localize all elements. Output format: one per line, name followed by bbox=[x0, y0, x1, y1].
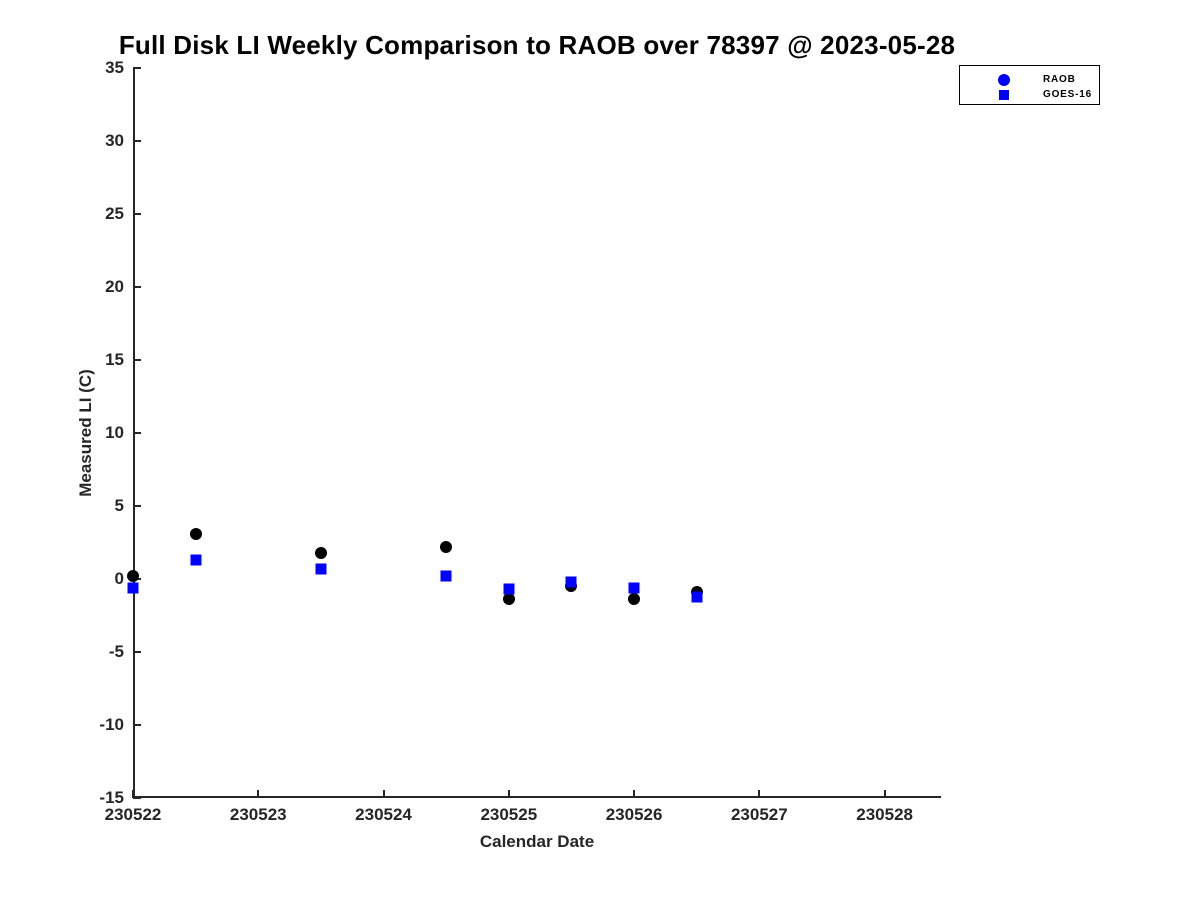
y-tick-label: -15 bbox=[99, 788, 124, 807]
y-tick-label: 10 bbox=[105, 423, 124, 442]
x-tick-label: 230525 bbox=[480, 805, 538, 824]
x-tick bbox=[883, 790, 886, 798]
y-tick-label: 5 bbox=[114, 496, 124, 515]
y-tick bbox=[133, 432, 141, 434]
y-tick-label: 35 bbox=[105, 58, 124, 77]
x-tick bbox=[507, 790, 510, 798]
raob-data-point bbox=[502, 593, 515, 606]
y-tick-label: 0 bbox=[114, 569, 124, 588]
x-tick bbox=[758, 790, 761, 798]
raob-data-point bbox=[628, 593, 641, 606]
y-tick bbox=[133, 140, 141, 142]
raob-circle-marker-icon bbox=[998, 73, 1010, 86]
y-tick-label: 20 bbox=[105, 277, 124, 296]
goes16-data-point bbox=[127, 582, 139, 594]
y-tick-label: 15 bbox=[105, 350, 124, 369]
x-tick-label: 230523 bbox=[229, 805, 287, 824]
y-tick-label: 30 bbox=[105, 131, 124, 150]
x-tick-label: 230528 bbox=[856, 805, 913, 824]
x-tick bbox=[257, 790, 260, 798]
y-tick-label: 25 bbox=[105, 204, 124, 223]
y-tick bbox=[133, 213, 141, 215]
legend-item-raob: RAOB bbox=[960, 72, 1099, 87]
goes16-data-point bbox=[190, 554, 202, 566]
x-tick-label: 230526 bbox=[605, 805, 663, 824]
goes16-data-point bbox=[440, 570, 452, 582]
y-tick bbox=[133, 505, 141, 507]
raob-data-point bbox=[189, 527, 202, 540]
y-tick bbox=[133, 359, 141, 361]
y-tick bbox=[133, 651, 141, 653]
x-axis-label: Calendar Date bbox=[479, 832, 595, 851]
y-tick bbox=[133, 724, 141, 726]
goes16-data-point bbox=[565, 576, 577, 588]
y-tick bbox=[133, 67, 141, 69]
y-tick-label: -10 bbox=[99, 715, 124, 734]
x-tick bbox=[132, 790, 134, 798]
x-tick bbox=[633, 790, 636, 798]
plot-area bbox=[133, 68, 941, 798]
x-tick-label: 230524 bbox=[355, 805, 412, 824]
legend-item-goes16: GOES-16 bbox=[960, 87, 1099, 102]
goes16-data-point bbox=[628, 582, 640, 594]
y-tick-label: -5 bbox=[108, 642, 124, 661]
y-tick bbox=[133, 286, 141, 288]
goes16-square-marker-icon bbox=[999, 89, 1009, 100]
x-tick-label: 230527 bbox=[730, 805, 788, 824]
raob-data-point bbox=[314, 546, 327, 559]
legend-label-goes16: GOES-16 bbox=[1043, 89, 1092, 100]
y-axis-label: Measured LI (C) bbox=[76, 369, 95, 497]
x-tick-label: 230522 bbox=[104, 805, 162, 824]
chart-title: Full Disk LI Weekly Comparison to RAOB o… bbox=[118, 30, 956, 60]
x-tick bbox=[382, 790, 385, 798]
y-tick bbox=[133, 797, 141, 799]
legend-label-raob: RAOB bbox=[1043, 74, 1076, 85]
goes16-data-point bbox=[315, 563, 327, 575]
goes16-data-point bbox=[691, 591, 703, 603]
goes16-data-point bbox=[503, 583, 515, 595]
raob-data-point bbox=[127, 570, 139, 583]
legend: RAOB GOES-16 bbox=[959, 65, 1100, 105]
raob-data-point bbox=[440, 540, 453, 553]
